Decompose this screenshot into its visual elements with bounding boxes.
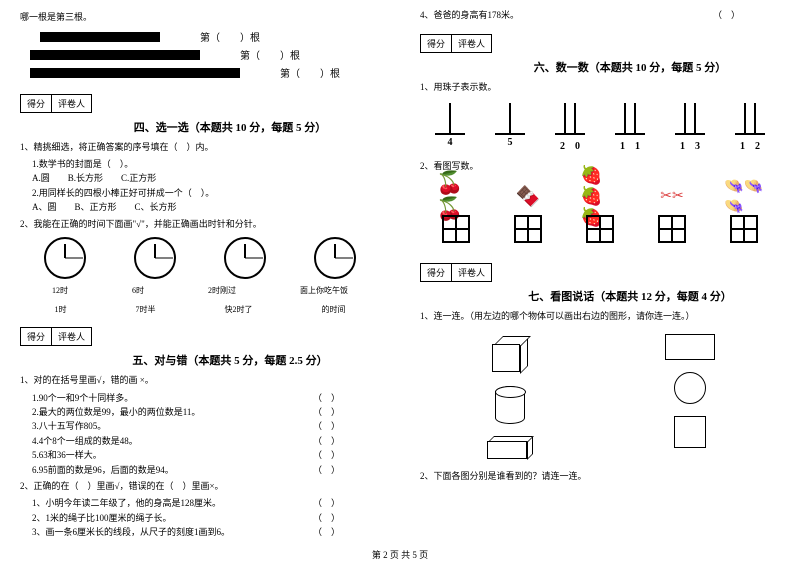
q4-1: 1、精挑细选，将正确答案的序号填在（ ）内。: [20, 141, 380, 155]
q7-2: 2、下面各图分别是谁看到的？请连一连。: [420, 470, 780, 484]
abacus-6: 1 2: [735, 103, 765, 152]
clock-4: [314, 237, 356, 279]
clock-3: [224, 237, 266, 279]
objects-row: 🍒🍒 🍫 🍓🍓🍓 ✂✂ 👒👒👒: [420, 181, 780, 243]
tf-6: 6.95前面的数是96，后面的数是94。（ ）: [32, 463, 380, 477]
clock-labels-bottom: 1时 7时半 快2时了 的时间: [20, 304, 380, 315]
grader-label: 评卷人: [52, 328, 91, 345]
clock-labels-top: 12时 6时 2时刚过 面上你吃午饭: [20, 285, 380, 296]
clock-1: [44, 237, 86, 279]
tf-5: 5.63和36一样大。（ ）: [32, 448, 380, 462]
obj-cherries: 🍒🍒: [436, 181, 476, 243]
score-box-4: 得分 评卷人: [20, 94, 92, 113]
q4-1a-opts: A.圆 B.长方形 C.正方形: [32, 171, 380, 185]
q4-1b: 2.用同样长的四根小棒正好可拼成一个（ ）。: [32, 186, 380, 200]
q4-1a: 1.数学书的封面是（ ）。: [32, 157, 380, 171]
intro-text: 哪一根是第三根。: [20, 11, 380, 25]
cube-shape: [490, 334, 530, 374]
rectangle-shape: [665, 334, 715, 360]
bar-1-label: 第（ ）根: [200, 29, 260, 44]
bar-2: [30, 50, 200, 60]
q5-1: 1、对的在括号里画√，错的画 ×。: [20, 374, 380, 388]
bar-3: [30, 68, 240, 78]
tf-1: 1.90个一和9个十同样多。（ ）: [32, 391, 380, 405]
abacus-5: 1 3: [675, 103, 705, 152]
score-label: 得分: [421, 35, 452, 52]
q4-2: 2、我能在正确的时间下面画"√"，并能正确画出时针和分针。: [20, 218, 380, 232]
section-6-title: 六、数一数（本题共 10 分，每题 5 分）: [480, 59, 780, 75]
square-shape: [674, 416, 706, 448]
obj-hats: 👒👒👒: [724, 181, 764, 243]
abacus-3: 2 0: [555, 103, 585, 152]
q7-1: 1、连一连。（用左边的哪个物体可以画出右边的图形，请你连一连。）: [420, 310, 780, 324]
section-5-title: 五、对与错（本题共 5 分，每题 2.5 分）: [80, 352, 380, 368]
shapes-3d: [485, 334, 535, 460]
grader-label: 评卷人: [52, 95, 91, 112]
obj-strawberries: 🍓🍓🍓: [580, 181, 620, 243]
tf2-3: 3、画一条6厘米长的线段，从尺子的刻度1画到6。（ ）: [32, 525, 380, 539]
abacus-4: 1 1: [615, 103, 645, 152]
score-box-5: 得分 评卷人: [20, 327, 92, 346]
q6-1: 1、用珠子表示数。: [420, 81, 780, 95]
abacus-1: 4: [435, 103, 465, 152]
tf-2: 2.最大的两位数是99，最小的两位数是11。（ ）: [32, 405, 380, 419]
cylinder-shape: [495, 386, 525, 424]
circle-shape: [674, 372, 706, 404]
bars-block: 第（ ）根 第（ ）根 第（ ）根: [20, 28, 380, 82]
score-box-7: 得分 评卷人: [420, 263, 492, 282]
obj-scissors: ✂✂: [652, 181, 692, 243]
grader-label: 评卷人: [452, 264, 491, 281]
cuboid-shape: [485, 436, 535, 460]
grader-label: 评卷人: [452, 35, 491, 52]
abacus-2: 5: [495, 103, 525, 152]
bar-3-label: 第（ ）根: [280, 65, 340, 80]
score-label: 得分: [421, 264, 452, 281]
q4-1b-opts: A、圆 B、正方形 C、长方形: [32, 200, 380, 214]
tf-3: 3.八十五写作805。（ ）: [32, 419, 380, 433]
clock-2: [134, 237, 176, 279]
q5-2: 2、正确的在（ ）里画√，错误的在（ ）里画×。: [20, 480, 380, 494]
section-4-title: 四、选一选（本题共 10 分，每题 5 分）: [80, 119, 380, 135]
tf2-1: 1、小明今年读二年级了，他的身高是128厘米。（ ）: [32, 496, 380, 510]
abacus-row: 4 5 2 0 1 1 1 3 1 2: [420, 103, 780, 152]
shapes-2d: [665, 334, 715, 460]
score-label: 得分: [21, 328, 52, 345]
clocks-row: [20, 237, 380, 279]
score-box-6: 得分 评卷人: [420, 34, 492, 53]
q4-dad-height: 4、爸爸的身高有178米。（ ）: [420, 8, 780, 22]
page-footer: 第 2 页 共 5 页: [0, 548, 800, 561]
tf2-2: 2、1米的绳子比100厘米的绳子长。（ ）: [32, 511, 380, 525]
bar-2-label: 第（ ）根: [240, 47, 300, 62]
tf-4: 4.4个8个一组成的数是48。（ ）: [32, 434, 380, 448]
score-label: 得分: [21, 95, 52, 112]
obj-chocolate: 🍫: [508, 181, 548, 243]
bar-1: [40, 32, 160, 42]
shapes-container: [420, 334, 780, 460]
section-7-title: 七、看图说话（本题共 12 分，每题 4 分）: [480, 288, 780, 304]
